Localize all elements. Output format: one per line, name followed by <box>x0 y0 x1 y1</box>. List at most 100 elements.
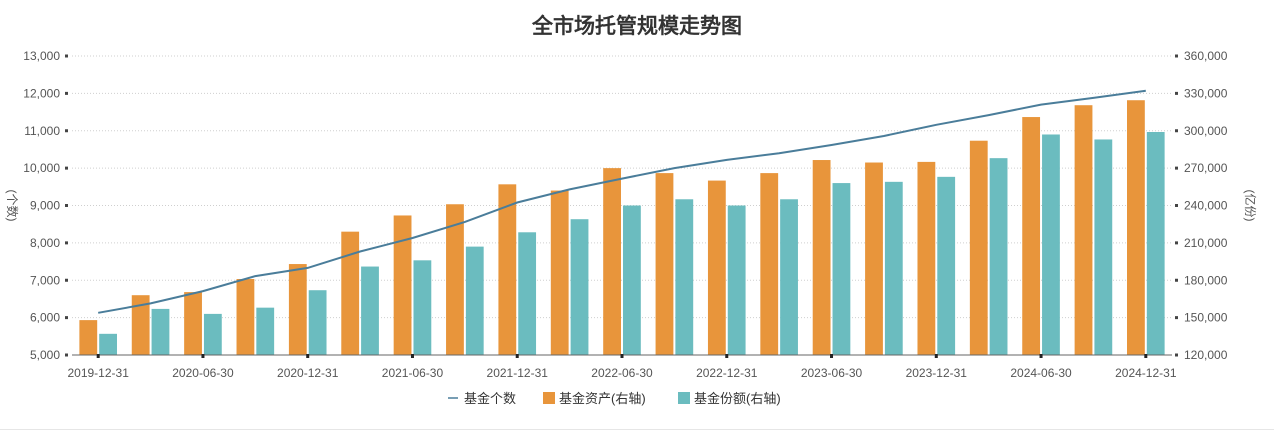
bar-shares <box>151 308 170 355</box>
bar-assets <box>865 162 883 355</box>
x-tick-mark <box>515 354 519 358</box>
x-tick-mark <box>1144 354 1148 358</box>
right-tick-label: 240,000 <box>1184 199 1228 213</box>
bar-shares <box>832 183 851 355</box>
bar-shares <box>1146 131 1165 355</box>
x-tick-mark <box>1039 354 1043 358</box>
x-tick-mark <box>934 354 938 358</box>
x-tick-mark <box>410 354 414 358</box>
right-tick-label: 210,000 <box>1184 236 1228 250</box>
bar-shares <box>308 290 327 355</box>
bottom-divider <box>0 429 1274 430</box>
right-tick-label: 150,000 <box>1184 311 1228 325</box>
x-tick-mark <box>830 354 834 358</box>
bar-assets <box>1074 105 1093 355</box>
bar-shares <box>1094 139 1113 355</box>
bar-shares <box>203 313 222 355</box>
left-tick-label: 8,000 <box>30 236 60 250</box>
bar-shares <box>1042 134 1060 355</box>
right-tick-label: 300,000 <box>1184 124 1228 138</box>
left-tick-label: 5,000 <box>30 348 60 362</box>
bar-assets <box>446 204 464 355</box>
bar-assets <box>79 320 98 355</box>
left-tick-label: 11,000 <box>24 124 60 138</box>
bar-shares <box>413 260 432 355</box>
x-tick-mark <box>306 354 310 358</box>
legend-label-fund-count: 基金个数 <box>464 391 516 406</box>
right-tick-mark <box>1175 129 1178 133</box>
x-tick-label: 2020-06-30 <box>172 366 234 380</box>
bar-assets <box>393 215 412 355</box>
x-tick-label: 2023-12-31 <box>906 366 968 380</box>
right-tick-mark <box>1175 353 1178 357</box>
left-tick-mark <box>65 353 68 357</box>
line-fund-count <box>98 89 1146 314</box>
x-tick-mark <box>201 354 205 358</box>
bar-assets <box>288 264 307 355</box>
bar-shares <box>570 219 589 355</box>
left-axis-title: (个数) <box>5 190 20 222</box>
x-tick-mark <box>725 354 729 358</box>
left-tick-mark <box>65 91 68 95</box>
left-tick-label: 13,000 <box>23 49 60 63</box>
x-tick-label: 2022-12-31 <box>696 366 758 380</box>
left-tick-label: 9,000 <box>30 199 60 213</box>
bar-assets <box>812 160 831 355</box>
left-tick-label: 6,000 <box>30 311 60 325</box>
left-tick-mark <box>65 316 68 320</box>
bar-shares <box>884 181 903 355</box>
right-tick-mark <box>1175 54 1178 58</box>
legend-label-assets: 基金资产(右轴) <box>559 391 646 406</box>
bar-shares <box>989 158 1008 355</box>
legend-label-shares: 基金份额(右轴) <box>694 391 781 406</box>
bar-assets <box>1022 117 1041 355</box>
legend-swatch-assets <box>543 392 555 404</box>
left-tick-label: 12,000 <box>23 86 60 100</box>
bar-assets <box>969 140 988 355</box>
bar-shares <box>675 199 694 355</box>
chart-title: 全市场托管规模走势图 <box>532 14 742 38</box>
left-tick-mark <box>65 241 68 245</box>
left-tick-mark <box>65 129 68 133</box>
bar-assets <box>655 173 674 355</box>
right-tick-mark <box>1175 278 1178 282</box>
right-tick-mark <box>1175 241 1178 245</box>
x-tick-label: 2023-06-30 <box>801 366 863 380</box>
x-tick-mark <box>620 354 624 358</box>
x-tick-mark <box>96 354 100 358</box>
right-tick-mark <box>1175 91 1178 95</box>
bar-assets <box>341 231 360 355</box>
right-axis-title: (亿份) <box>1243 190 1258 222</box>
bar-assets <box>707 180 726 355</box>
legend-swatch-shares <box>678 392 690 404</box>
left-tick-label: 7,000 <box>30 273 60 287</box>
bar-assets <box>603 168 621 355</box>
bar-assets <box>1127 100 1145 355</box>
bar-shares <box>256 307 275 355</box>
right-tick-label: 270,000 <box>1184 161 1228 175</box>
left-tick-mark <box>65 204 68 207</box>
left-tick-mark <box>65 278 68 282</box>
x-tick-label: 2019-12-31 <box>67 366 129 380</box>
bar-assets <box>236 279 255 355</box>
x-tick-label: 2024-06-30 <box>1010 366 1072 380</box>
left-tick-mark <box>65 54 68 58</box>
bar-assets <box>498 184 517 355</box>
bar-shares <box>937 176 956 355</box>
right-tick-mark <box>1175 204 1178 207</box>
bar-shares <box>518 232 537 355</box>
x-tick-label: 2022-06-30 <box>591 366 653 380</box>
x-tick-label: 2024-12-31 <box>1115 366 1177 380</box>
right-tick-label: 330,000 <box>1184 86 1228 100</box>
bar-shares <box>727 205 746 355</box>
left-tick-mark <box>65 166 68 170</box>
bar-assets <box>184 292 202 355</box>
x-tick-label: 2021-12-31 <box>487 366 549 380</box>
right-tick-label: 180,000 <box>1184 273 1228 287</box>
bar-shares <box>780 199 798 355</box>
bar-shares <box>465 246 484 355</box>
bar-assets <box>550 190 569 355</box>
bar-shares <box>99 333 117 355</box>
